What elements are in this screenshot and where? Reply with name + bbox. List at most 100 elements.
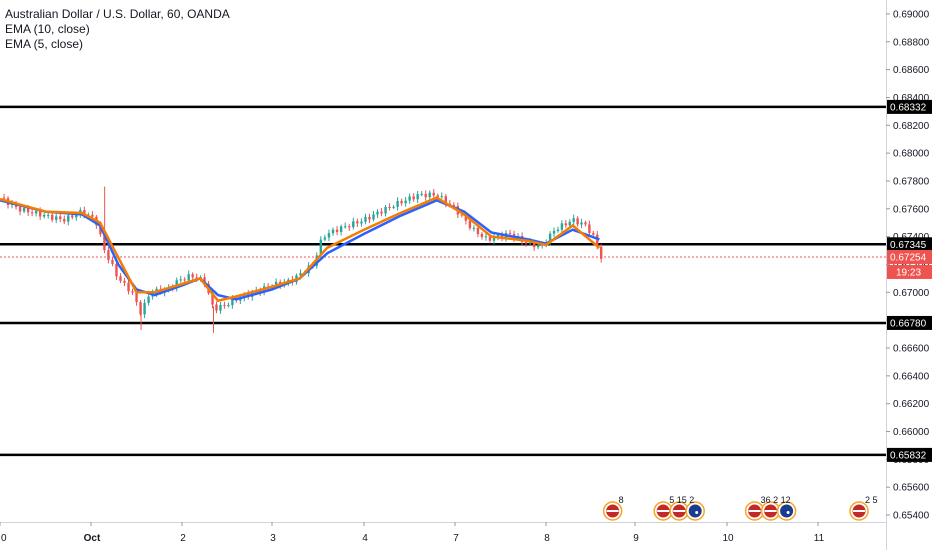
candle-body (560, 223, 564, 230)
candle-body (524, 241, 528, 244)
time-tick-label: 2 (180, 533, 186, 544)
candle-body (408, 196, 411, 201)
price-tick-label: 0.69000 (893, 9, 930, 20)
candle-body (131, 291, 134, 293)
event-count-label: 5 15 2 (669, 495, 694, 505)
candle-body (22, 207, 26, 212)
candle-body (331, 229, 335, 234)
candle-body (215, 304, 218, 311)
candle-body (51, 214, 54, 220)
candle-body (420, 193, 423, 195)
flag-star (695, 511, 699, 514)
candle-body (219, 305, 222, 311)
candle-body (227, 305, 230, 307)
candle-body (488, 236, 492, 241)
candle-body (380, 211, 383, 214)
candle-body (576, 218, 579, 225)
ema5-legend[interactable]: EMA (5, close) (5, 37, 84, 51)
level-price-label: 0.65832 (890, 450, 927, 461)
current-price-badge (887, 249, 932, 264)
price-tick-label: 0.67000 (893, 288, 930, 299)
candle-body (548, 233, 552, 244)
candle-body (175, 280, 178, 289)
candle-body (392, 206, 395, 208)
candle-body (428, 192, 431, 198)
event-count-label: 8 (619, 495, 624, 505)
candle-body (599, 246, 603, 259)
price-tick-label: 0.68600 (893, 65, 930, 76)
candle-body (536, 244, 540, 248)
price-tick-label: 0.68200 (893, 121, 930, 132)
candle-body (492, 237, 496, 241)
candle-body (568, 221, 571, 226)
candle-body (572, 218, 575, 222)
economic-event-group[interactable]: 2 5 (849, 495, 878, 521)
candle-body (335, 229, 339, 232)
candle-body (135, 292, 138, 303)
candle-body (123, 280, 126, 283)
candle-body (203, 277, 206, 284)
candle-body (107, 250, 110, 260)
candle-body (99, 225, 102, 235)
candle-body (416, 194, 419, 200)
candle-body (372, 214, 375, 220)
candle-body (34, 210, 38, 214)
candle-body (460, 214, 464, 216)
economic-event-group[interactable]: 8 (602, 495, 624, 521)
candle-body (191, 274, 194, 278)
candle-body (508, 232, 512, 234)
candle-body (343, 226, 347, 228)
time-tick-label: 0 (1, 533, 7, 544)
candle-body (580, 222, 583, 225)
ema10-legend[interactable]: EMA (10, close) (5, 22, 90, 36)
candle-body (18, 206, 22, 212)
flag-stripe (606, 510, 619, 512)
candle-body (424, 193, 427, 198)
price-tick-label: 0.66000 (893, 427, 930, 438)
candle-body (468, 220, 472, 229)
candle-body (127, 282, 130, 292)
time-tick-label: 3 (270, 533, 276, 544)
economic-event-group[interactable]: 5 15 2 (653, 495, 705, 521)
candle-body (404, 200, 407, 204)
level-price-label: 0.66780 (890, 318, 927, 329)
candle-body (179, 279, 182, 281)
candle-body (596, 234, 599, 247)
flag-stripe (764, 510, 777, 512)
candle-body (42, 215, 46, 217)
time-tick-label: 4 (362, 533, 368, 544)
price-tick-label: 0.66200 (893, 399, 930, 410)
candle-body (183, 279, 186, 281)
candle-body (223, 305, 226, 307)
economic-event-group[interactable]: 36 2 12 (744, 495, 797, 521)
price-tick-label: 0.68800 (893, 37, 930, 48)
ema5-line (0, 196, 601, 303)
time-tick-label: 10 (722, 533, 734, 544)
level-price-badge (887, 315, 932, 330)
candle-body (436, 195, 439, 198)
candle-body (532, 241, 536, 248)
price-tick-label: 0.66600 (893, 344, 930, 355)
candle-body (484, 236, 488, 238)
candle-body (472, 227, 476, 229)
symbol-title[interactable]: Australian Dollar / U.S. Dollar, 60, OAN… (5, 7, 230, 21)
candle-body (412, 196, 415, 200)
flag-stripe (748, 510, 761, 512)
candle-body (584, 222, 587, 225)
current-price-label: 0.67254 (890, 252, 927, 263)
candle-body (480, 233, 484, 238)
candle-body (63, 218, 66, 222)
candle-body (75, 214, 78, 218)
flag-stripe (673, 510, 686, 512)
price-tick-label: 0.66400 (893, 371, 930, 382)
price-tick-label: 0.68400 (893, 93, 930, 104)
flag-stripe (657, 510, 670, 512)
candle-body (464, 215, 468, 221)
time-tick-label: 8 (544, 533, 550, 544)
price-tick-label: 0.65600 (893, 483, 930, 494)
candle-body (115, 263, 118, 277)
candle-body (319, 239, 323, 256)
candle-body (26, 207, 30, 213)
candle-body (368, 216, 371, 220)
